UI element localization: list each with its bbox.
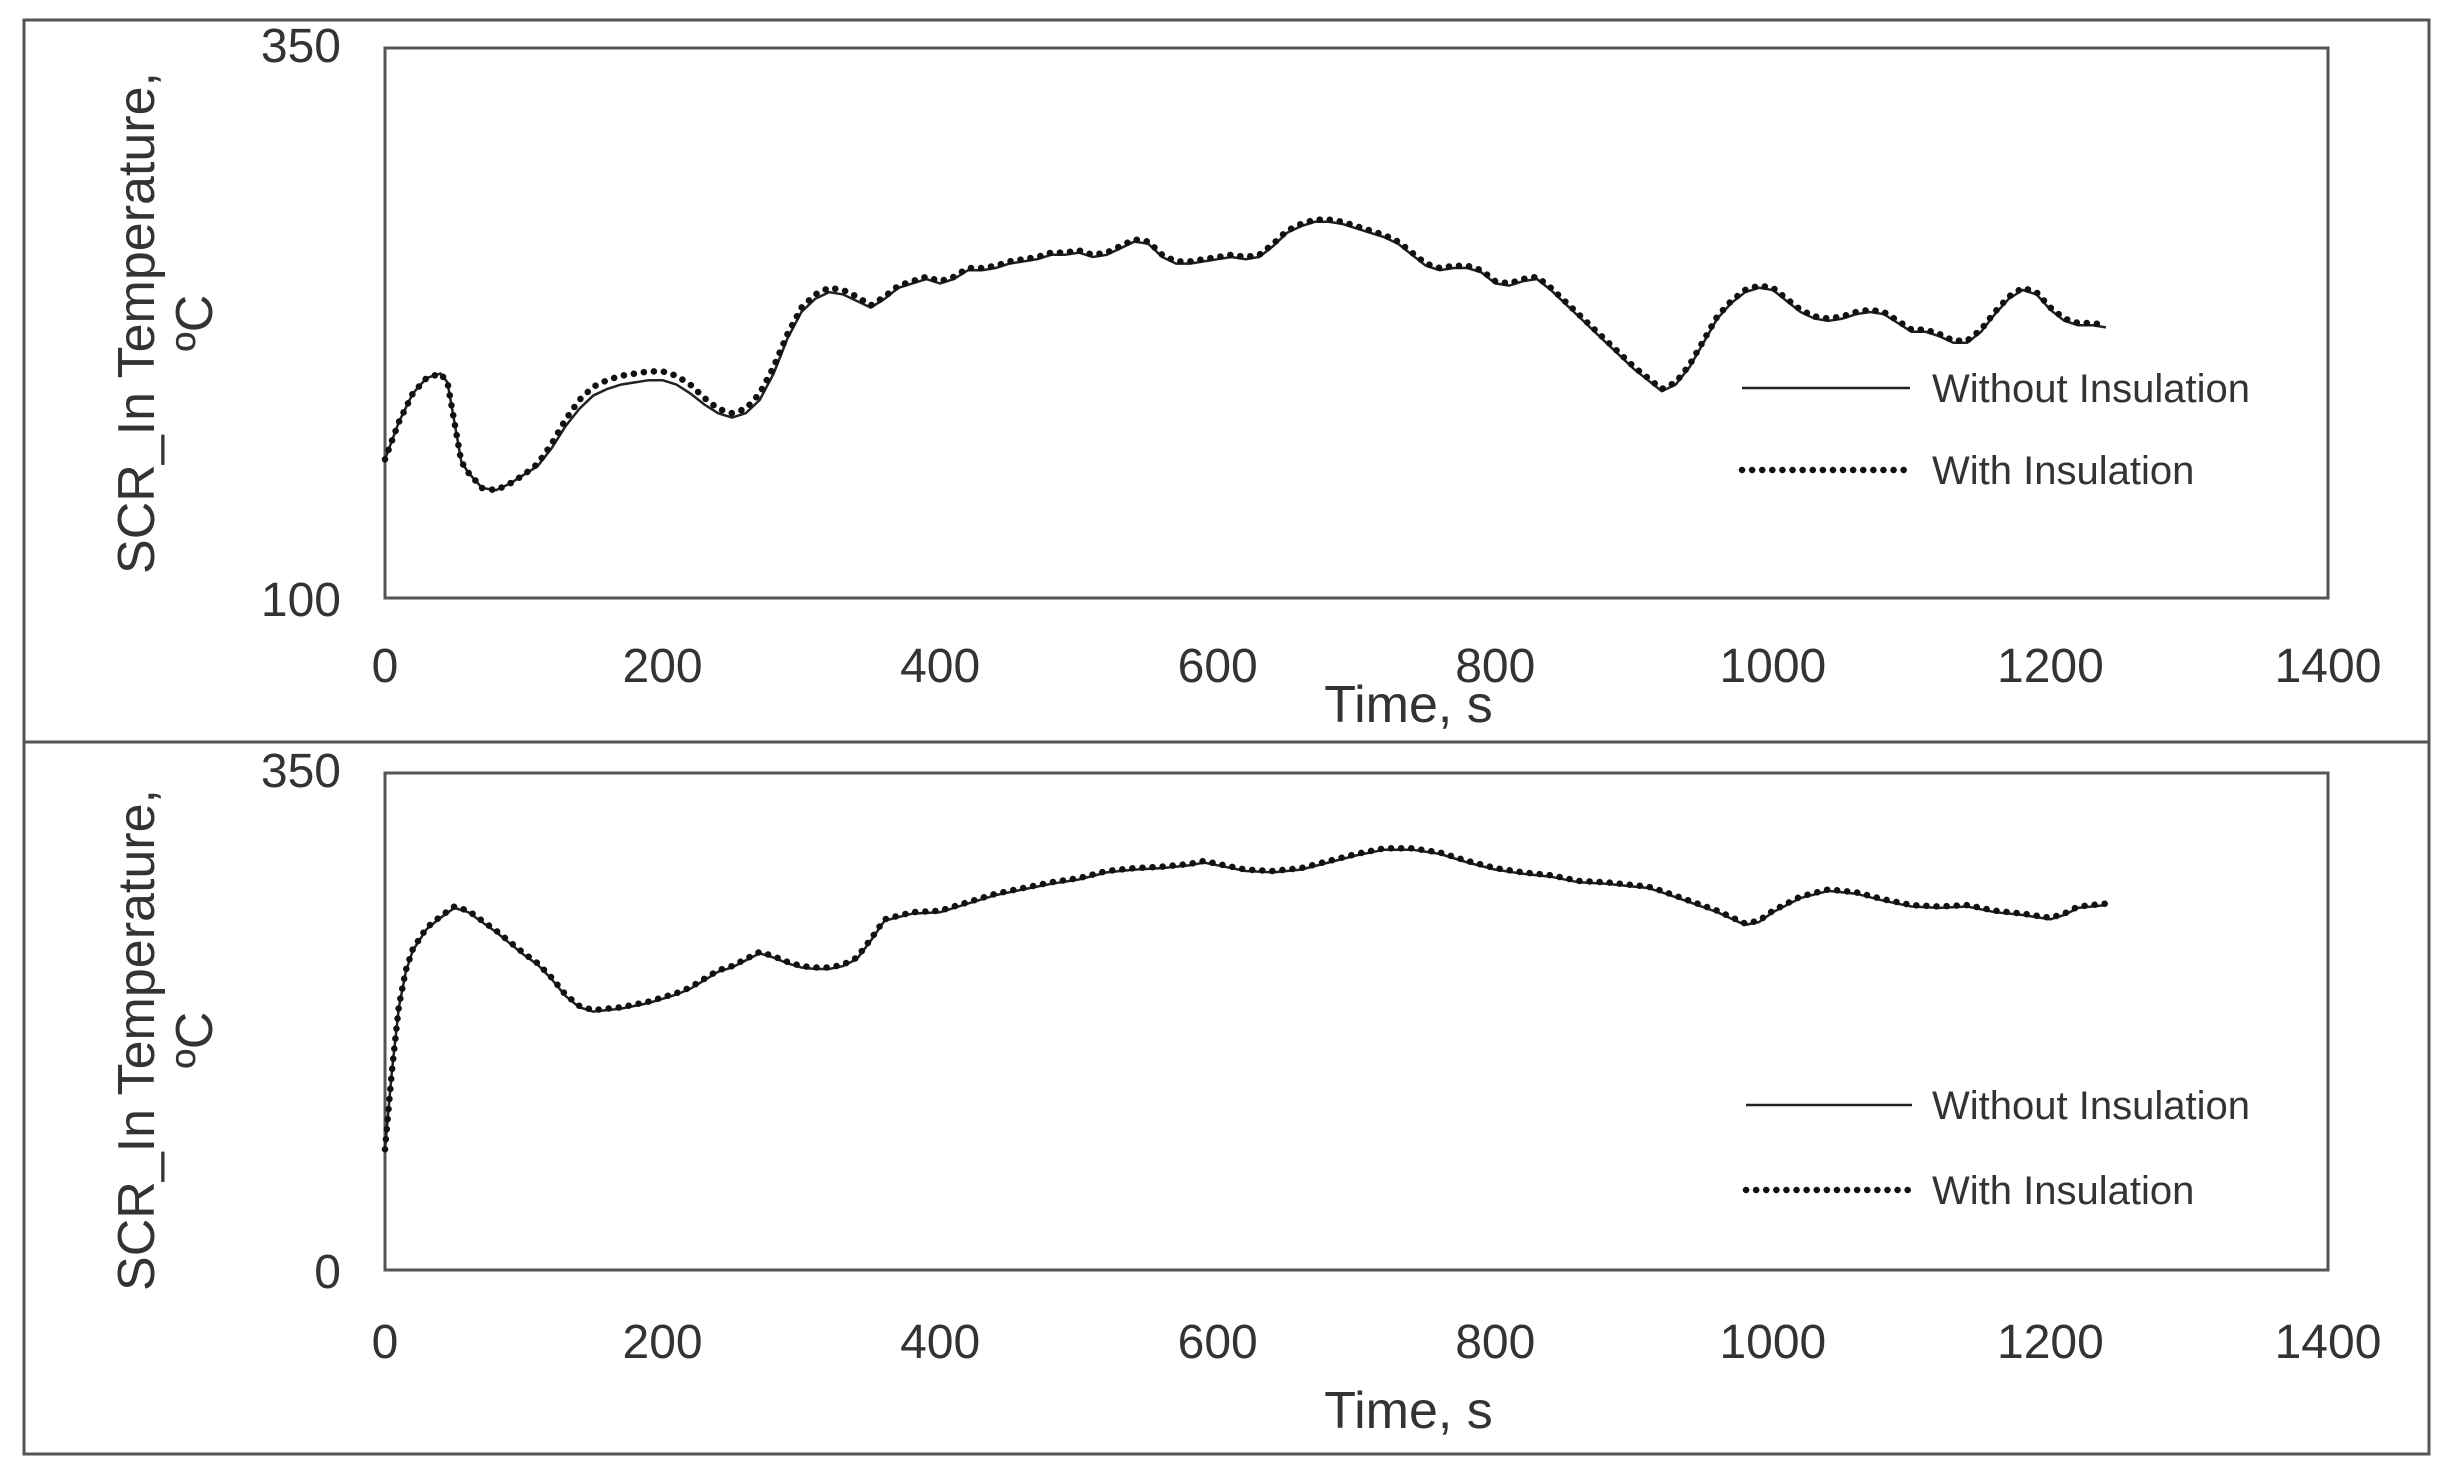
y-axis-label-line2: ºC: [166, 295, 224, 352]
legend-label-with-insulation: With Insulation: [1932, 449, 2194, 493]
plot-area: [383, 771, 2330, 1272]
x-tick-label: 400: [900, 640, 980, 693]
x-tick-label: 1400: [2275, 640, 2382, 693]
x-tick-label: 1000: [1719, 1316, 1826, 1369]
x-tick-label: 1200: [1997, 1316, 2104, 1369]
y-tick-label-max: 350: [261, 20, 341, 73]
x-tick-label: 800: [1455, 640, 1535, 693]
chart-panel-top: SCR_In Temperature, ºC 350 100 0 200 400…: [108, 20, 2381, 734]
x-tick-label: 600: [1178, 1316, 1258, 1369]
y-axis-label-line1: SCR_In Temperature,: [108, 72, 166, 574]
x-tick-label: 200: [623, 1316, 703, 1369]
x-tick-label: 0: [372, 640, 399, 693]
y-axis-label-line1: SCR_In Temperature,: [108, 789, 166, 1291]
legend-label-without-insulation: Without Insulation: [1932, 1084, 2250, 1128]
x-tick-labels: 0 200 400 600 800 1000 1200 1400: [372, 1316, 2382, 1369]
x-tick-label: 1000: [1719, 640, 1826, 693]
x-axis-label: Time, s: [1324, 1382, 1493, 1440]
y-axis-label: SCR_In Temperature, ºC: [108, 789, 224, 1291]
y-tick-label-min: 0: [314, 1246, 341, 1299]
x-tick-label: 800: [1455, 1316, 1535, 1369]
figure-frame: [22, 18, 2431, 1456]
legend: Without Insulation With Insulation: [1738, 367, 2250, 493]
y-tick-label-min: 100: [261, 574, 341, 627]
x-axis-label: Time, s: [1324, 676, 1493, 734]
x-tick-label: 0: [372, 1316, 399, 1369]
chart-panel-bottom: SCR_In Temperature, ºC 350 0 0 200 400 6…: [108, 745, 2381, 1440]
x-tick-label: 400: [900, 1316, 980, 1369]
y-tick-label-max: 350: [261, 745, 341, 798]
legend-label-with-insulation: With Insulation: [1932, 1169, 2194, 1213]
legend: Without Insulation With Insulation: [1742, 1084, 2250, 1213]
y-axis-label-line2: ºC: [166, 1012, 224, 1069]
series-line-with-insulation: [381, 845, 2110, 1153]
series-line-without-insulation: [383, 220, 2107, 492]
x-tick-label: 600: [1178, 640, 1258, 693]
y-axis-label: SCR_In Temperature, ºC: [108, 72, 224, 574]
series-line-with-insulation: [381, 216, 2110, 494]
legend-label-without-insulation: Without Insulation: [1932, 367, 2250, 411]
x-tick-label: 200: [623, 640, 703, 693]
x-tick-labels: 0 200 400 600 800 1000 1200 1400: [372, 640, 2382, 693]
x-tick-label: 1200: [1997, 640, 2104, 693]
plot-area: [383, 46, 2330, 600]
x-tick-label: 1400: [2275, 1316, 2382, 1369]
